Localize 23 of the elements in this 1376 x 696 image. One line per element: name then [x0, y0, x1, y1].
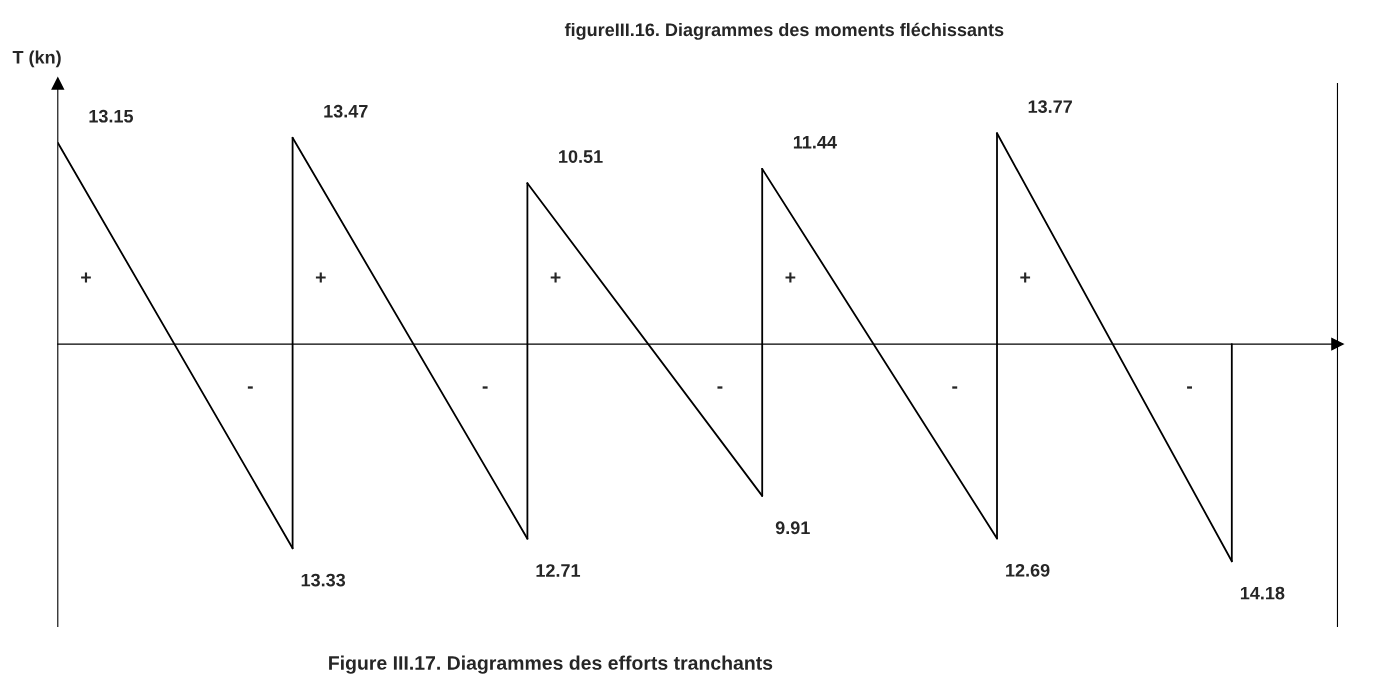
- text: 12.69: [1006, 563, 1050, 577]
- annotation: -: [952, 386, 958, 389]
- text: 13.77: [1028, 100, 1072, 114]
- text: 13.15: [89, 109, 134, 123]
- text: 13.47: [324, 104, 368, 118]
- text: 13.33: [301, 573, 346, 587]
- annotation: 11.44: [793, 136, 837, 149]
- annotation: -: [1187, 386, 1193, 389]
- annotation: +: [550, 272, 561, 283]
- chart-title: figureIII.16. Diagrammes des moments fléchissants: [564, 22, 1004, 40]
- y-axis-title: T (kn): [12, 50, 61, 68]
- annotation: -: [482, 386, 488, 389]
- annotation: +: [315, 272, 326, 283]
- annotation: -: [247, 386, 253, 389]
- text: 14.18: [1240, 586, 1285, 600]
- annotation: -: [717, 386, 723, 389]
- annotation: +: [1020, 272, 1031, 283]
- annotation: 10.51: [559, 150, 603, 163]
- text: 12.71: [536, 564, 581, 577]
- annotation: +: [785, 272, 796, 283]
- text: Figure III.17. Diagrammes des efforts tranchants: [329, 655, 773, 674]
- annotation: +: [81, 272, 91, 283]
- annotation: 9.91: [775, 521, 810, 535]
